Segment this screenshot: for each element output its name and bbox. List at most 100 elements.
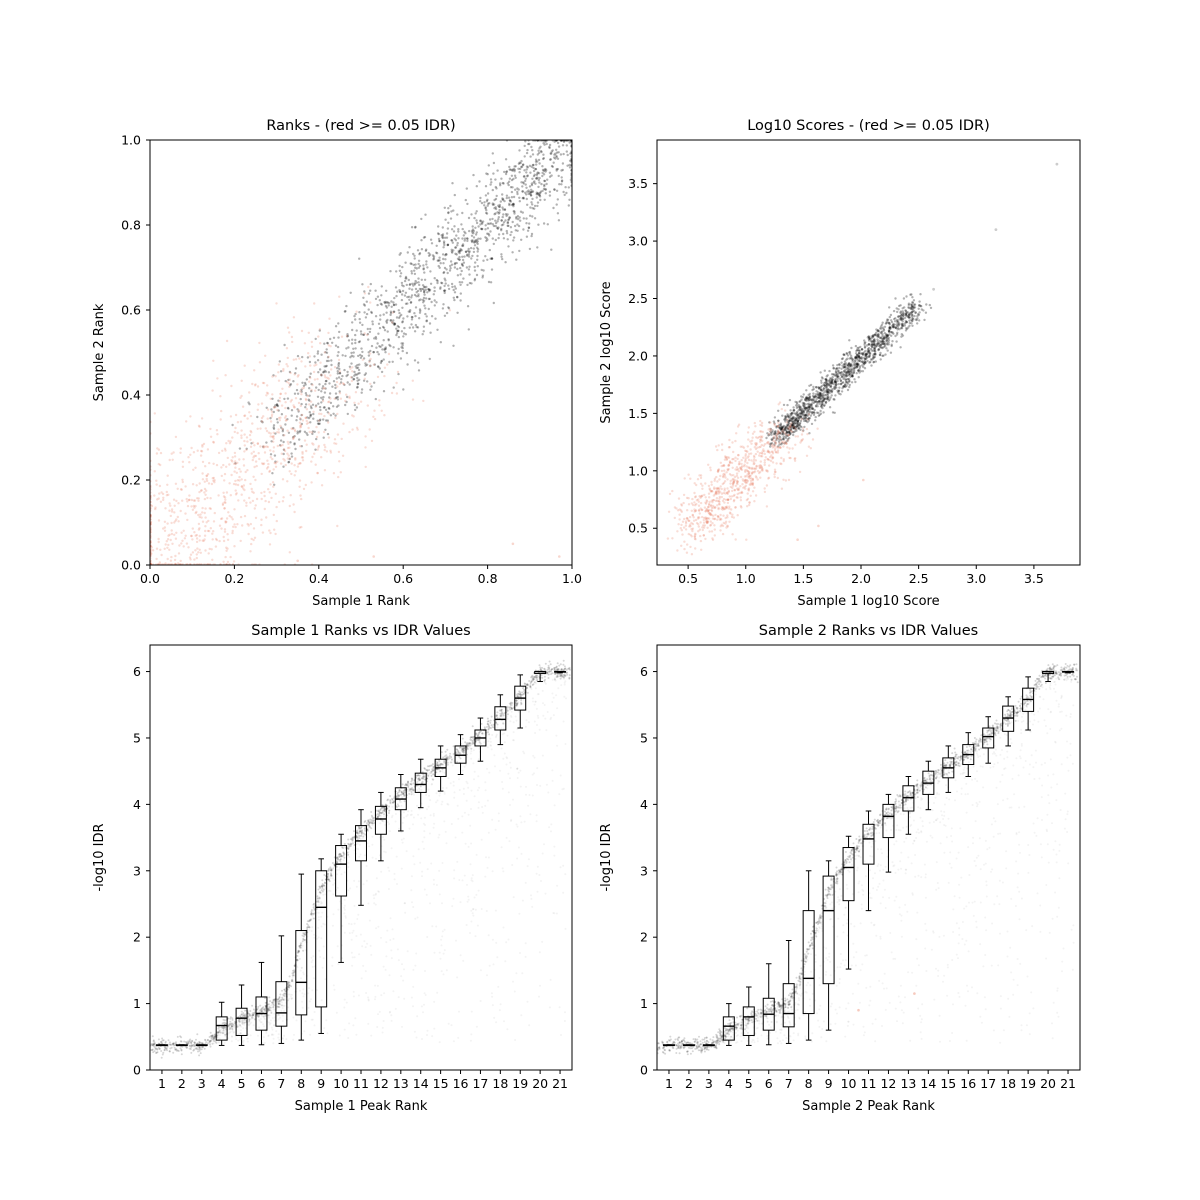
boxplot-rank-15 bbox=[942, 745, 955, 793]
boxplot-rank-20 bbox=[534, 670, 547, 683]
x-tick-label: 11 bbox=[861, 1076, 877, 1091]
outliers-gray-outliers bbox=[932, 162, 1059, 291]
y-tick-label: 4 bbox=[133, 797, 141, 812]
boxplot-rank-10 bbox=[842, 835, 855, 970]
scatter-reproducible-peaks bbox=[765, 293, 933, 448]
axes-frame bbox=[656, 139, 1081, 566]
x-tick-label: 17 bbox=[472, 1076, 488, 1091]
x-tick-label: 5 bbox=[238, 1076, 246, 1091]
y-tick-label: 2 bbox=[640, 930, 648, 945]
x-tick-label: 2.0 bbox=[851, 571, 871, 586]
y-tick-label: 0.0 bbox=[121, 558, 141, 573]
x-tick-label: 4 bbox=[725, 1076, 733, 1091]
boxplot-rank-4 bbox=[722, 1003, 735, 1046]
plot-area bbox=[666, 162, 1059, 565]
x-tick-label: 5 bbox=[745, 1076, 753, 1091]
x-tick-label: 2 bbox=[178, 1076, 186, 1091]
x-tick-label: 14 bbox=[920, 1076, 936, 1091]
boxplot-rank-8 bbox=[295, 873, 308, 1041]
x-tick-label: 11 bbox=[353, 1076, 369, 1091]
x-tick-label: 6 bbox=[765, 1076, 773, 1091]
x-tick-label: 21 bbox=[552, 1076, 568, 1091]
x-tick-label: 6 bbox=[257, 1076, 265, 1091]
x-tick-label: 12 bbox=[880, 1076, 896, 1091]
x-tick-label: 13 bbox=[393, 1076, 409, 1091]
x-tick-label: 12 bbox=[373, 1076, 389, 1091]
boxplot-rank-2 bbox=[682, 1044, 695, 1047]
y-tick-label: 1.0 bbox=[121, 133, 141, 148]
y-tick-label: 0 bbox=[133, 1063, 141, 1078]
x-tick-label: 16 bbox=[453, 1076, 469, 1091]
x-tick-label: 15 bbox=[940, 1076, 956, 1091]
y-tick-label: 6 bbox=[640, 664, 648, 679]
x-tick-label: 3 bbox=[198, 1076, 206, 1091]
boxplots bbox=[155, 670, 567, 1047]
boxplot-rank-1 bbox=[155, 1044, 168, 1047]
boxplot-rank-18 bbox=[494, 694, 507, 746]
boxplot-rank-19 bbox=[1022, 676, 1035, 731]
boxplot-rank-14 bbox=[414, 758, 427, 809]
x-tick-label: 1.0 bbox=[562, 571, 582, 586]
outliers-faint-red-outliers bbox=[796, 478, 865, 541]
x-tick-label: 9 bbox=[317, 1076, 325, 1091]
y-axis-label: Sample 2 log10 Score bbox=[599, 281, 614, 423]
scatter-idr-spread bbox=[208, 670, 567, 1045]
boxplot-rank-7 bbox=[782, 940, 795, 1044]
y-tick-label: 0.4 bbox=[121, 388, 141, 403]
boxplot-rank-1 bbox=[662, 1044, 675, 1047]
boxplot-rank-8 bbox=[802, 870, 815, 1041]
y-tick-label: 0.8 bbox=[121, 218, 141, 233]
boxplot-rank-7 bbox=[275, 935, 288, 1044]
y-tick-label: 4 bbox=[640, 797, 648, 812]
y-axis-label: -log10 IDR bbox=[92, 823, 107, 891]
x-tick-label: 2.5 bbox=[909, 571, 929, 586]
x-tick-label: 8 bbox=[297, 1076, 305, 1091]
boxplots bbox=[662, 670, 1075, 1047]
boxplot-rank-20 bbox=[1042, 670, 1055, 683]
x-tick-label: 20 bbox=[532, 1076, 548, 1091]
plot-area bbox=[150, 140, 572, 565]
boxplot-rank-18 bbox=[1002, 696, 1015, 747]
x-tick-label: 3 bbox=[705, 1076, 713, 1091]
boxplot-rank-9 bbox=[315, 858, 328, 1034]
x-tick-label: 20 bbox=[1040, 1076, 1056, 1091]
y-tick-label: 3.5 bbox=[628, 176, 648, 191]
x-tick-label: 0.4 bbox=[309, 571, 329, 586]
boxplot-rank-11 bbox=[355, 809, 367, 906]
x-tick-label: 2 bbox=[685, 1076, 693, 1091]
y-tick-label: 1.5 bbox=[628, 406, 648, 421]
y-tick-label: 6 bbox=[133, 664, 141, 679]
boxplot-rank-6 bbox=[762, 963, 775, 1046]
x-axis-label: Sample 2 Peak Rank bbox=[802, 1099, 935, 1114]
ticks bbox=[146, 139, 573, 569]
ranks-scatter: 0.0 0.2 0.4 0.6 0.8 1.0 0.0 0.2 0.4 0.6 0.8 1.0 Rank… bbox=[92, 118, 582, 609]
y-axis-label: -log10 IDR bbox=[599, 823, 614, 891]
x-tick-label: 19 bbox=[512, 1076, 528, 1091]
x-tick-label: 8 bbox=[805, 1076, 813, 1091]
y-tick-label: 3.0 bbox=[628, 234, 648, 249]
x-tick-label: 18 bbox=[492, 1076, 508, 1091]
x-tick-label: 0.0 bbox=[140, 571, 160, 586]
boxplot-rank-21 bbox=[1062, 670, 1075, 674]
y-tick-label: 1 bbox=[133, 996, 141, 1011]
chart-title: Sample 1 Ranks vs IDR Values bbox=[251, 623, 470, 639]
x-tick-label: 1.5 bbox=[793, 571, 813, 586]
boxplot-rank-14 bbox=[922, 760, 935, 811]
boxplot-rank-21 bbox=[554, 670, 567, 674]
y-tick-label: 5 bbox=[640, 730, 648, 745]
x-tick-label: 16 bbox=[960, 1076, 976, 1091]
boxplot-rank-16 bbox=[454, 734, 467, 775]
boxplot-rank-2 bbox=[175, 1044, 188, 1047]
y-tick-label: 2.5 bbox=[628, 291, 648, 306]
x-axis-label: Sample 1 log10 Score bbox=[797, 594, 939, 609]
x-tick-label: 1 bbox=[158, 1076, 166, 1091]
boxplot-rank-17 bbox=[982, 716, 995, 764]
ticks bbox=[653, 183, 1035, 569]
y-tick-label: 0.5 bbox=[628, 521, 648, 536]
x-axis-label: Sample 1 Peak Rank bbox=[295, 1099, 428, 1114]
tick-labels: 0.5 1.0 1.5 2.0 2.5 3.0 3.5 0.5 1.0 1.5 2.0 2.5 3.0 3… bbox=[628, 176, 1044, 586]
x-axis-label: Sample 1 Rank bbox=[312, 594, 410, 609]
boxplot-rank-3 bbox=[702, 1044, 715, 1047]
